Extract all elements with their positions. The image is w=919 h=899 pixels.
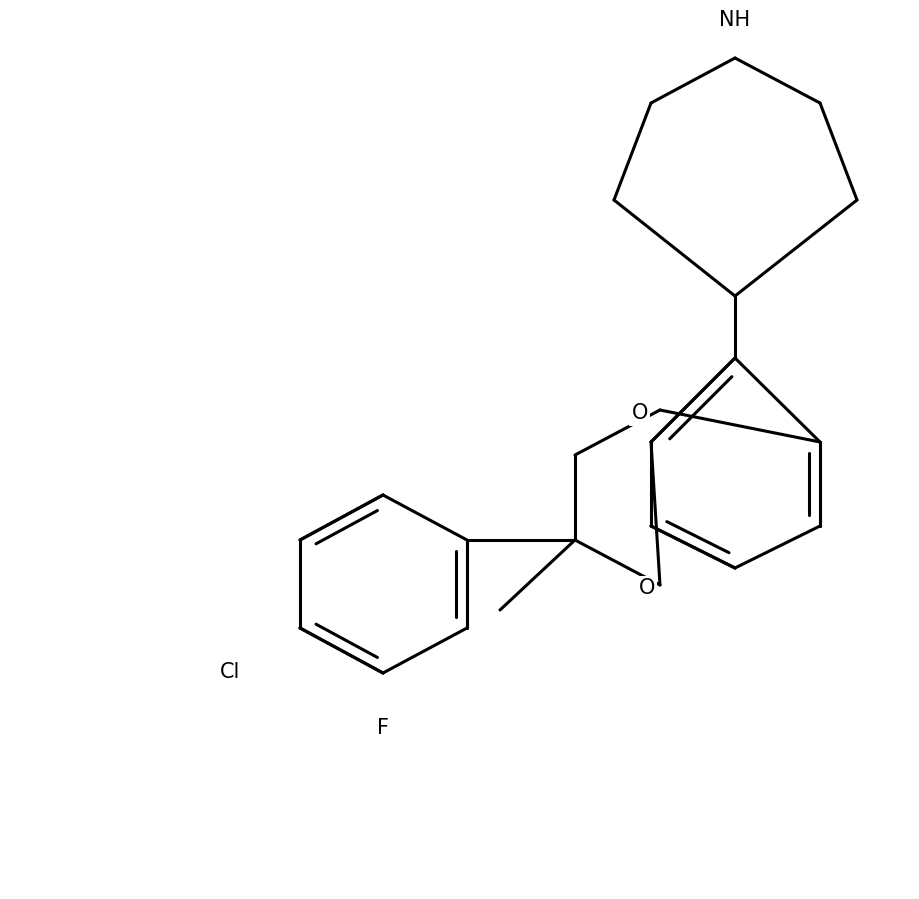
Text: NH: NH xyxy=(719,10,750,30)
Text: O: O xyxy=(638,578,654,598)
Text: O: O xyxy=(631,403,647,423)
Text: Cl: Cl xyxy=(220,662,240,682)
Text: F: F xyxy=(377,718,389,738)
